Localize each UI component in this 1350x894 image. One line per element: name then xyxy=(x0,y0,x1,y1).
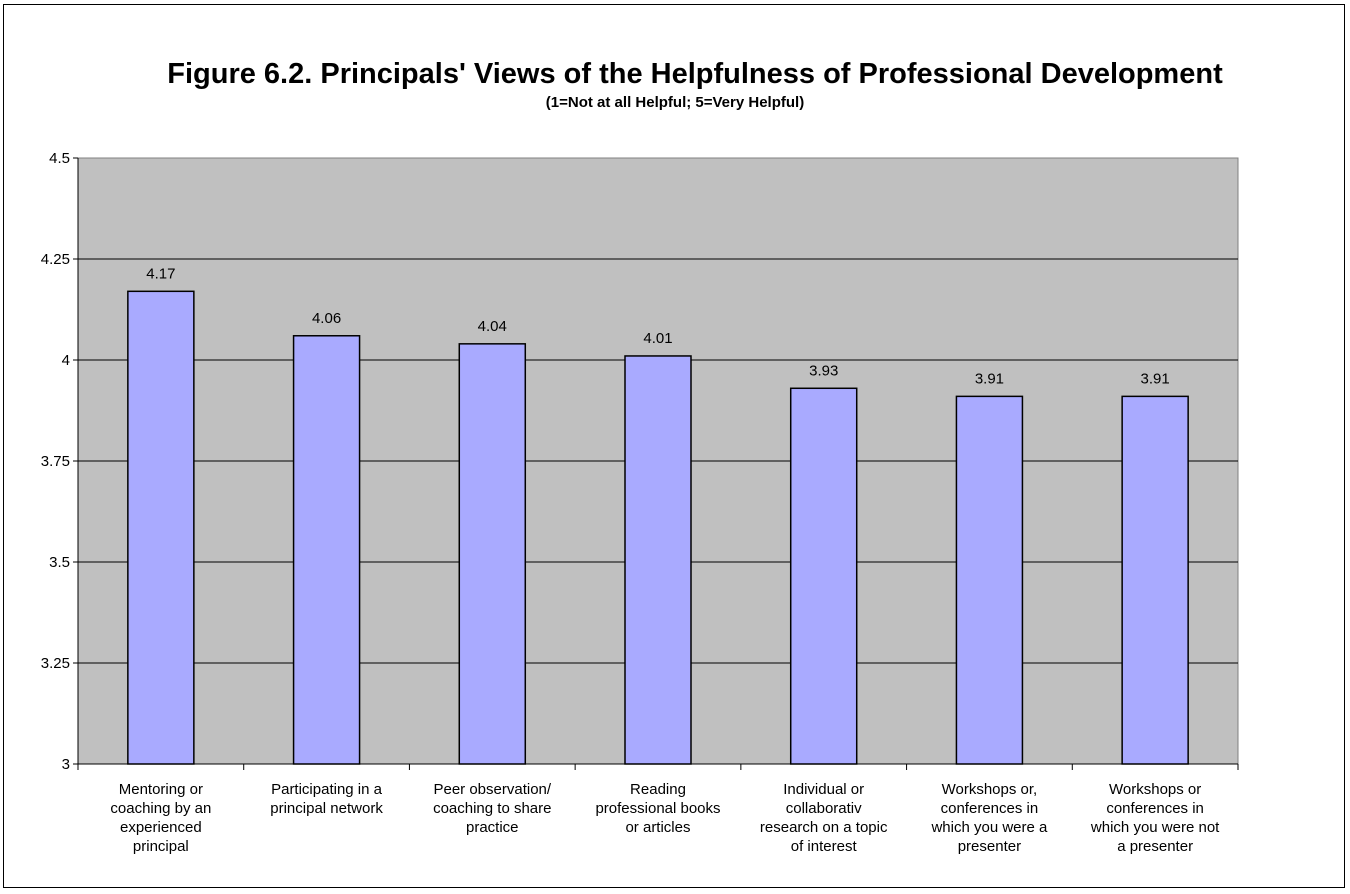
x-category-label: Participating in a principal network xyxy=(270,781,383,817)
y-axis: 4.5 4.25 4 3.75 3.5 3.25 3 xyxy=(41,150,79,773)
bar xyxy=(1121,395,1189,765)
bar xyxy=(458,343,527,765)
bar xyxy=(127,290,195,765)
y-tick-label: 4.25 xyxy=(41,251,70,268)
data-label: 4.04 xyxy=(478,318,507,335)
x-category-label: Individual or collaborativ research on a… xyxy=(759,781,888,855)
x-category-label: Workshops or, conferences in which you w… xyxy=(931,781,1048,855)
x-axis xyxy=(77,763,1239,770)
data-label: 3.93 xyxy=(809,362,838,379)
bar xyxy=(955,395,1024,765)
bars xyxy=(127,290,1189,765)
data-labels: 4.17 4.06 4.04 4.01 3.93 3.91 3.91 xyxy=(146,265,1169,387)
y-tick-label: 3.75 xyxy=(41,453,70,470)
data-label: 4.01 xyxy=(643,330,672,347)
bar xyxy=(292,335,361,765)
x-category-label: Workshops or conferences in which you we… xyxy=(1090,781,1220,855)
chart-subtitle: (1=Not at all Helpful; 5=Very Helpful) xyxy=(545,94,805,111)
chart-title: Figure 6.2. Principals' Views of the Hel… xyxy=(167,58,1223,90)
y-tick-label: 3 xyxy=(62,756,70,773)
data-label: 3.91 xyxy=(975,370,1004,387)
x-category-label: Peer observation/ coaching to share prac… xyxy=(433,781,552,836)
x-category-label: Mentoring or coaching by an experienced … xyxy=(110,781,212,855)
data-label: 3.91 xyxy=(1141,370,1170,387)
data-label: 4.17 xyxy=(146,265,175,282)
y-tick-label: 4 xyxy=(62,352,70,369)
y-tick-label: 3.5 xyxy=(49,554,70,571)
x-category-label: Reading professional books or articles xyxy=(595,781,721,836)
y-tick-label: 4.5 xyxy=(49,150,70,167)
bar xyxy=(789,387,858,765)
data-label: 4.06 xyxy=(312,310,341,327)
bar xyxy=(624,355,692,765)
y-tick-label: 3.25 xyxy=(41,655,70,672)
